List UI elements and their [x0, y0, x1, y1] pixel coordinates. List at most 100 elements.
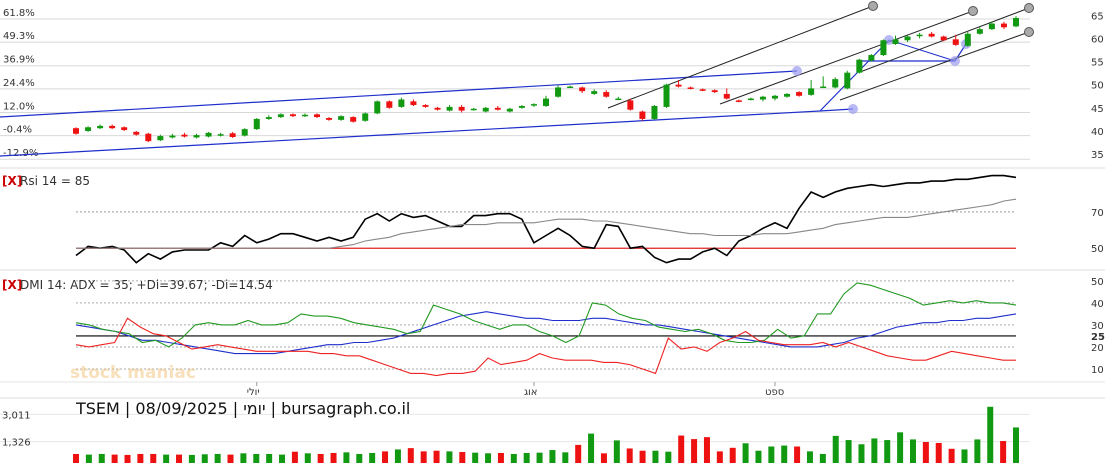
candle-body [1013, 18, 1019, 27]
y-tick-label: 3,011 [2, 410, 31, 421]
dmi-lines [75, 282, 1017, 377]
volume-bar [742, 443, 749, 463]
channel-upper-line [0, 70, 798, 118]
volume-bar [111, 454, 118, 463]
candle-body [374, 101, 381, 114]
volume-bar [137, 453, 144, 463]
volume-bar [806, 451, 813, 463]
candle-body [567, 86, 574, 89]
volume-bar [510, 453, 517, 463]
volume-bar [279, 454, 286, 463]
candle-body [133, 131, 140, 135]
candle-body [808, 88, 815, 95]
candle-body [579, 87, 586, 92]
volume-bar [974, 439, 981, 463]
handle-point[interactable] [792, 66, 802, 76]
candle-body [627, 100, 634, 110]
candle-body [892, 39, 899, 44]
volume-bar [240, 453, 247, 463]
pivot-line-a [888, 39, 956, 62]
candle-body [591, 91, 598, 94]
volume-bar [948, 448, 955, 463]
candle-body [988, 23, 995, 30]
x-month-label: יולי [247, 387, 260, 398]
candle-body [169, 135, 176, 138]
candle-body [97, 125, 104, 129]
candle-body [289, 114, 296, 117]
handle-point[interactable] [884, 35, 894, 45]
candle-body [253, 118, 260, 130]
volume-bar [188, 454, 195, 463]
plus-di-line [75, 282, 1017, 348]
candle-body [615, 98, 622, 101]
pct-level-label: 36.9% [3, 55, 35, 66]
candles [73, 16, 1019, 143]
volume-bar [613, 440, 620, 463]
volume-bar [369, 452, 376, 463]
volume-bar [884, 440, 891, 463]
channel-lower-line [0, 110, 821, 157]
volume-bar [124, 454, 131, 463]
handle-point[interactable] [968, 6, 978, 16]
volume-bar [691, 439, 698, 463]
volume-bar [536, 452, 543, 463]
volume-bar [356, 453, 363, 463]
volume-bar [485, 453, 492, 463]
volume-bar [446, 451, 453, 463]
candle-body [603, 92, 610, 97]
candle-body [759, 96, 766, 100]
candle-body [434, 107, 441, 110]
volume-bar [407, 448, 414, 463]
volume-bar [304, 453, 311, 463]
y-tick-label: 50 [1091, 244, 1104, 255]
handle-point[interactable] [950, 56, 960, 66]
volume-bar [600, 453, 607, 463]
volume-bar [201, 454, 208, 463]
volume-bar [588, 433, 595, 463]
candle-body [446, 106, 453, 111]
handle-point[interactable] [1024, 27, 1034, 37]
volume-bar [858, 444, 865, 463]
candle-body [771, 95, 778, 99]
dmi-close-button[interactable]: [X] [2, 278, 22, 292]
volume-panel: 3,011 1,326 TSEM | 08/09/2025 | יומי | bu… [0, 397, 1105, 463]
handle-point[interactable] [1024, 3, 1034, 13]
volume-bar [343, 452, 350, 463]
pct-level-label: 49.3% [3, 31, 35, 42]
candle-body [506, 108, 513, 112]
y-tick-label: 50 [1091, 277, 1104, 288]
volume-bar [961, 449, 968, 463]
candle-body [458, 106, 465, 111]
candle-body [651, 105, 658, 119]
candle-body [73, 128, 79, 134]
main-price-panel: 61.8% 49.3% 36.9% 24.4% 12.0% -0.4% -12.9% 65 60… [0, 1, 1105, 169]
pct-level-label: 12.0% [3, 101, 35, 112]
rsi-close-button[interactable]: [X] [2, 174, 22, 188]
volume-bar [639, 450, 646, 463]
x-month-label: ספט [765, 387, 784, 398]
volume-bar [794, 446, 801, 463]
volume-bar [549, 450, 556, 463]
volume-bar [703, 437, 710, 463]
pct-level-label: -12.9% [3, 148, 38, 159]
chart-title: TSEM | 08/09/2025 | יומי | bursagraph.co… [75, 399, 410, 418]
volume-bar [459, 452, 466, 463]
volume-bar [626, 448, 633, 463]
volume-bar [768, 446, 775, 463]
volume-bar [935, 442, 942, 463]
breakout-line [819, 39, 890, 112]
candle-body [482, 107, 489, 112]
main-grid: 61.8% 49.3% 36.9% 24.4% 12.0% -0.4% -12.9% 65 60… [0, 8, 1105, 169]
candle-body [747, 98, 754, 101]
handle-point[interactable] [848, 104, 858, 114]
volume-bar [832, 435, 839, 463]
watermark: stock maniac [70, 363, 196, 383]
volume-bar [98, 453, 105, 463]
handle-point[interactable] [868, 1, 878, 11]
y-tick-label: 10 [1091, 365, 1104, 376]
volume-bar [330, 452, 337, 463]
volume-bar [909, 439, 916, 463]
rsi-panel: 70 50 [X] Rsi 14 = 85 [0, 174, 1105, 271]
candle-body [398, 99, 405, 107]
candle-body [362, 113, 369, 121]
